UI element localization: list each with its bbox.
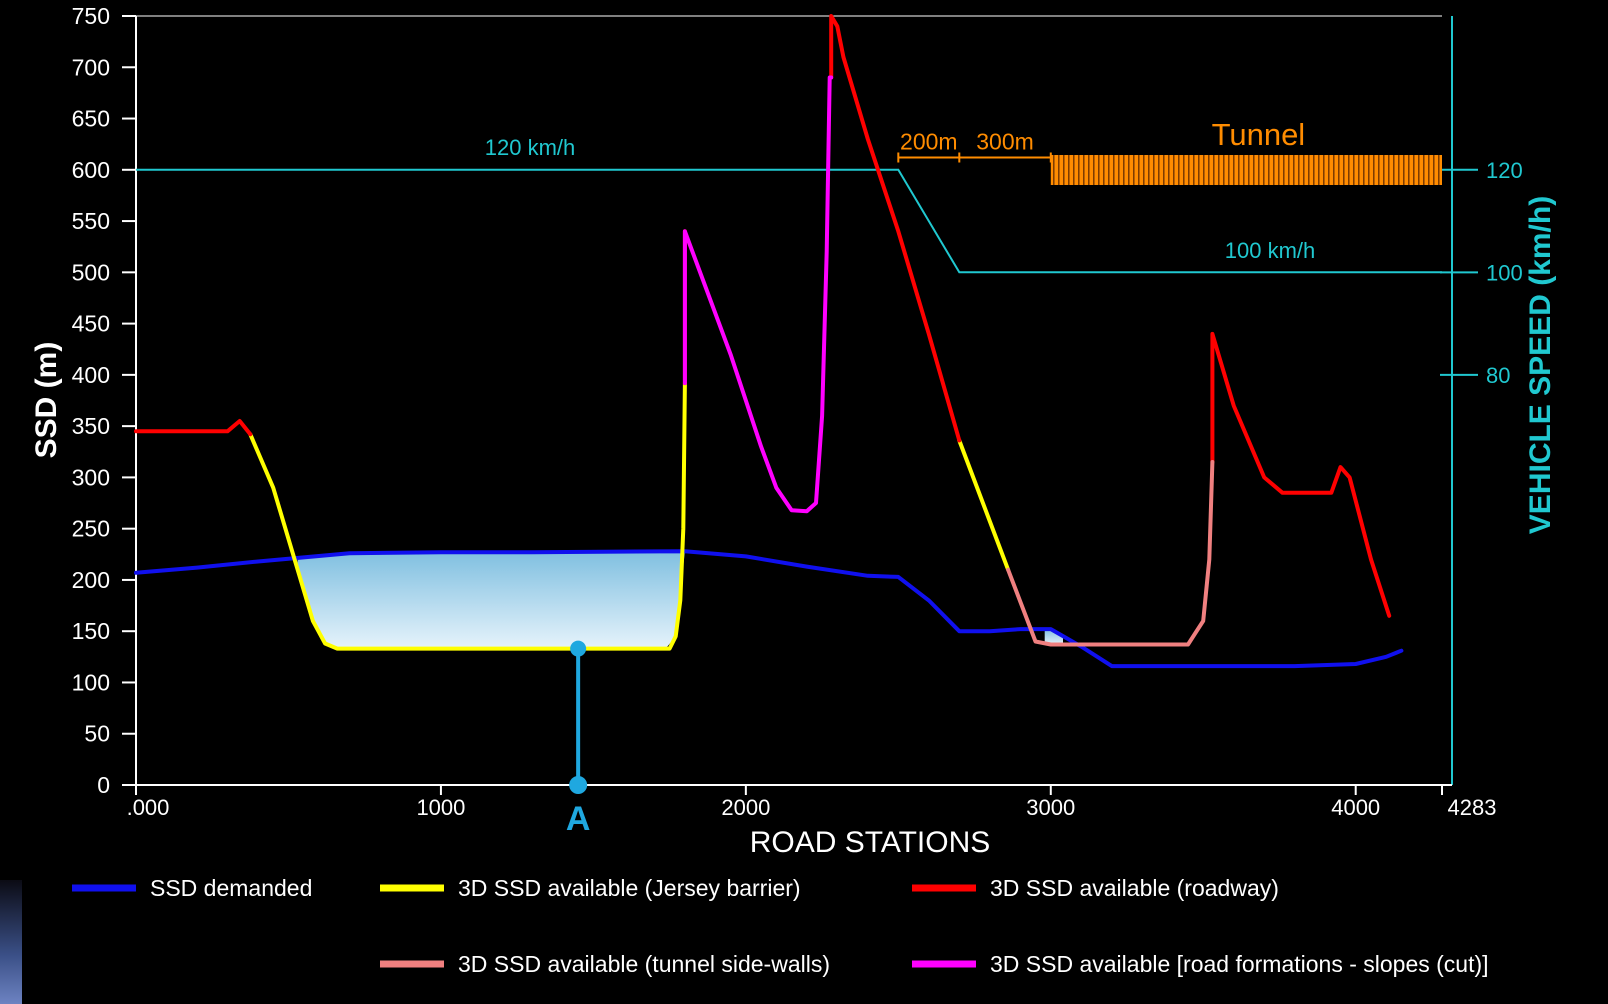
series-4-line-1 <box>1006 460 1215 647</box>
speed-profile-line <box>136 168 1442 274</box>
speed-label-120: 120 km/h <box>485 135 576 160</box>
x-tick-label: 1000 <box>416 795 465 820</box>
y-tick-label: 500 <box>72 259 110 285</box>
left-edge-glow <box>0 880 22 1004</box>
y-tick-label: 400 <box>72 362 110 388</box>
series-1-line-1 <box>134 549 1404 669</box>
marker-a-bottom-dot <box>569 776 588 794</box>
y-tick-label: 750 <box>72 3 110 29</box>
series-lines <box>134 14 1404 669</box>
legend: SSD demanded 3D SSD available (Jersey bar… <box>72 875 1489 977</box>
speed-profile: 120 km/h 100 km/h <box>136 135 1442 274</box>
distance-200m-label: 200m <box>900 128 958 154</box>
x-tick-label: .000 <box>127 795 170 820</box>
y2-tick-label: 80 <box>1486 363 1510 388</box>
y-axis-title: SSD (m) <box>30 342 63 459</box>
legend-label-1: SSD demanded <box>150 875 312 901</box>
series-3-line-4 <box>1210 331 1392 618</box>
deficit-area-1 <box>297 551 685 649</box>
y-tick-label: 50 <box>84 721 110 747</box>
y-tick-label: 350 <box>72 413 110 439</box>
speed-label-100: 100 km/h <box>1225 238 1316 263</box>
y-tick-label: 250 <box>72 516 110 542</box>
legend-label-2: 3D SSD available (Jersey barrier) <box>458 875 801 901</box>
deficit-area-2 <box>1044 629 1063 645</box>
x-tick-label: 4000 <box>1331 795 1380 820</box>
y-tick-label: 600 <box>72 157 110 183</box>
y-tick-label: 550 <box>72 208 110 234</box>
series-2-line-1 <box>248 381 687 651</box>
y-tick-label: 300 <box>72 464 110 490</box>
tunnel-annotation: 200m 300m Tunnel <box>897 117 1442 185</box>
y-tick-label: 450 <box>72 311 110 337</box>
tunnel-bar <box>1050 155 1442 185</box>
y-tick-label: 0 <box>97 772 110 798</box>
y-tick-label: 700 <box>72 54 110 80</box>
series-3-line-1 <box>134 419 253 437</box>
x-tick-label: 3000 <box>1026 795 1075 820</box>
marker-a: A <box>566 640 591 838</box>
series-5-line-1 <box>682 75 834 514</box>
marker-a-label: A <box>566 800 591 838</box>
y2-tick-label: 120 <box>1486 158 1523 183</box>
y2-axis-title: VEHICLE SPEED (km/h) <box>1524 196 1557 534</box>
y-tick-label: 200 <box>72 567 110 593</box>
y2-tick-label: 100 <box>1486 260 1523 285</box>
y-tick-label: 650 <box>72 106 110 132</box>
legend-label-4: 3D SSD available (tunnel side-walls) <box>458 951 830 977</box>
legend-label-3: 3D SSD available (roadway) <box>990 875 1279 901</box>
distance-300m-label: 300m <box>976 128 1034 154</box>
series-3-line-3 <box>829 14 962 443</box>
tunnel-label: Tunnel <box>1212 117 1306 152</box>
marker-a-top-dot <box>570 640 587 657</box>
series-2-line-2 <box>957 438 1011 572</box>
deficit-shading <box>297 551 1063 649</box>
x-axis-title: ROAD STATIONS <box>750 826 991 859</box>
axes: 0 50 100 150 200 250 300 350 400 450 500 550 600 650 7… <box>30 3 1557 859</box>
x-tick-label: 4283 <box>1448 795 1497 820</box>
y-tick-label: 100 <box>72 669 110 695</box>
x-tick-label: 2000 <box>721 795 770 820</box>
y-tick-label: 150 <box>72 618 110 644</box>
legend-label-5: 3D SSD available [road formations - slop… <box>990 951 1489 977</box>
